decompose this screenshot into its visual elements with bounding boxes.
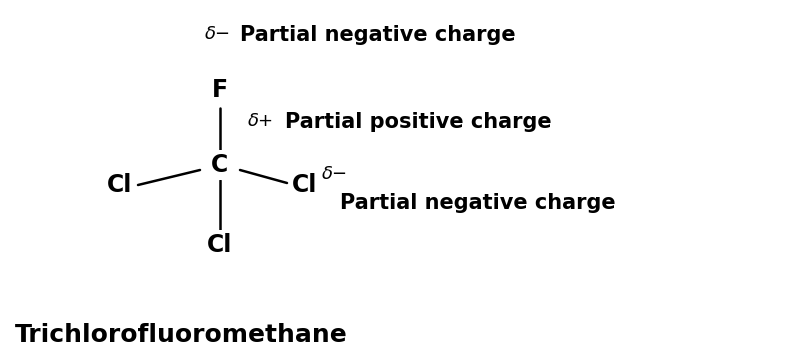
Text: Partial negative charge: Partial negative charge (240, 25, 516, 45)
Text: Partial negative charge: Partial negative charge (340, 193, 615, 213)
Text: F: F (212, 78, 228, 102)
Text: Trichlorofluoromethane: Trichlorofluoromethane (15, 323, 347, 347)
Text: δ−: δ− (322, 165, 348, 183)
Text: C: C (211, 153, 229, 177)
Text: Partial positive charge: Partial positive charge (285, 112, 552, 132)
Text: Cl: Cl (108, 173, 132, 197)
Text: δ+: δ+ (248, 112, 274, 130)
Text: δ−: δ− (205, 25, 231, 43)
Text: Cl: Cl (292, 173, 318, 197)
Text: Cl: Cl (207, 233, 233, 257)
